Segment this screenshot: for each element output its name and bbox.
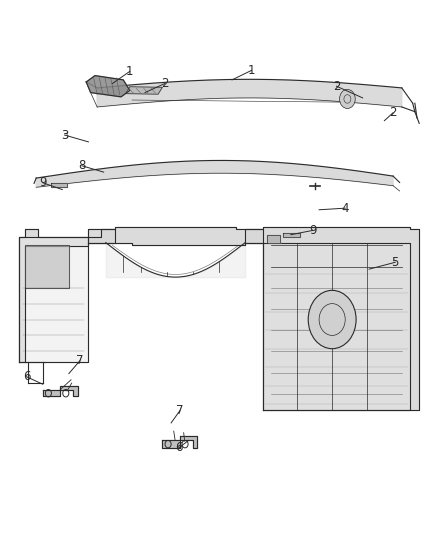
Polygon shape — [19, 229, 115, 362]
Polygon shape — [283, 233, 300, 237]
Text: 7: 7 — [76, 354, 84, 367]
Polygon shape — [43, 386, 78, 397]
Polygon shape — [245, 227, 419, 410]
Text: 1: 1 — [248, 64, 255, 77]
Polygon shape — [125, 87, 162, 94]
Polygon shape — [86, 76, 130, 97]
Circle shape — [308, 290, 356, 349]
Text: 8: 8 — [78, 159, 85, 172]
Polygon shape — [97, 79, 402, 107]
Text: 6: 6 — [175, 441, 183, 454]
Polygon shape — [36, 160, 393, 187]
Text: 1: 1 — [126, 65, 134, 78]
Polygon shape — [267, 235, 280, 243]
Text: 7: 7 — [176, 404, 184, 417]
Text: 2: 2 — [333, 80, 340, 93]
Text: 6: 6 — [23, 370, 30, 383]
Polygon shape — [162, 436, 197, 448]
Text: 9: 9 — [39, 176, 46, 189]
Circle shape — [339, 90, 355, 109]
Polygon shape — [51, 183, 67, 187]
Polygon shape — [25, 245, 69, 288]
Text: 4: 4 — [342, 201, 349, 215]
Polygon shape — [19, 237, 88, 362]
Polygon shape — [262, 243, 410, 410]
Text: 9: 9 — [309, 224, 316, 237]
Text: 3: 3 — [61, 128, 68, 141]
Text: 2: 2 — [389, 106, 397, 119]
Text: 5: 5 — [392, 256, 399, 269]
Polygon shape — [88, 227, 262, 245]
Text: 2: 2 — [161, 77, 168, 90]
